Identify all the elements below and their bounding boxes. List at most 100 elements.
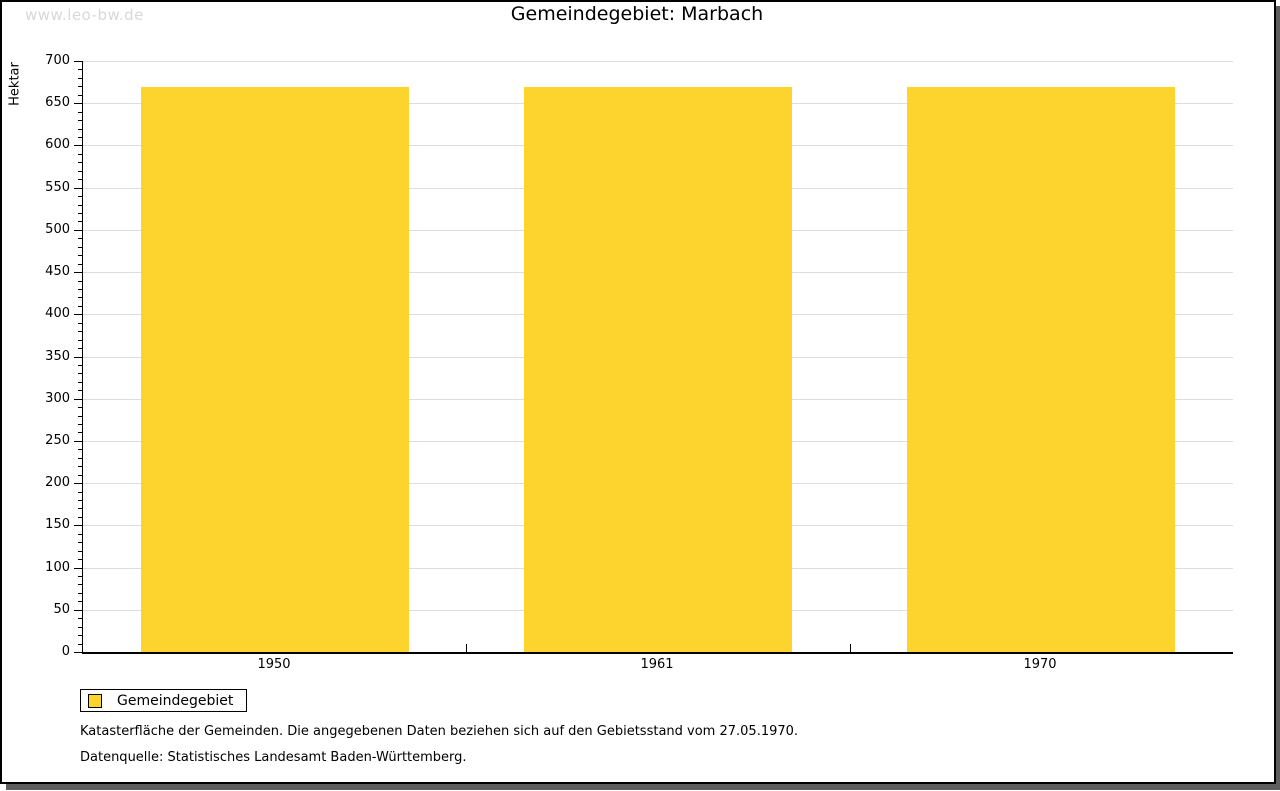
y-minor-tick (78, 129, 82, 130)
x-tick-label: 1961 (640, 657, 674, 672)
y-tick-label: 600 (45, 137, 70, 152)
y-major-tick (74, 230, 82, 231)
y-minor-tick (78, 432, 82, 433)
y-major-tick (74, 610, 82, 611)
y-minor-tick (78, 517, 82, 518)
y-major-tick (74, 441, 82, 442)
y-minor-tick (78, 390, 82, 391)
watermark: www.leo-bw.de (25, 6, 144, 24)
y-minor-tick (78, 205, 82, 206)
y-major-tick (74, 652, 82, 653)
y-major-tick (74, 145, 82, 146)
bar-1970 (907, 87, 1175, 652)
y-major-tick (74, 272, 82, 273)
y-minor-tick (78, 644, 82, 645)
y-tick-label: 200 (45, 475, 70, 490)
y-minor-tick (78, 475, 82, 476)
y-minor-tick (78, 255, 82, 256)
y-tick-label: 50 (53, 602, 70, 617)
x-boundary-tick (466, 644, 467, 652)
y-minor-tick (78, 78, 82, 79)
y-minor-tick (78, 196, 82, 197)
y-minor-tick (78, 365, 82, 366)
y-major-tick (74, 314, 82, 315)
y-minor-tick (78, 627, 82, 628)
y-major-tick (74, 61, 82, 62)
y-tick-label: 100 (45, 560, 70, 575)
y-minor-tick (78, 264, 82, 265)
y-minor-tick (78, 221, 82, 222)
y-minor-tick (78, 247, 82, 248)
y-minor-tick (78, 69, 82, 70)
y-minor-tick (78, 213, 82, 214)
y-minor-tick (78, 407, 82, 408)
y-minor-tick (78, 179, 82, 180)
y-minor-tick (78, 593, 82, 594)
y-tick-label: 550 (45, 180, 70, 195)
y-minor-tick (78, 416, 82, 417)
y-tick-label: 700 (45, 53, 70, 68)
y-minor-tick (78, 492, 82, 493)
chart-title: Gemeindegebiet: Marbach (510, 3, 764, 25)
y-tick-label: 650 (45, 95, 70, 110)
legend: Gemeindegebiet (80, 689, 248, 712)
y-minor-tick (78, 323, 82, 324)
footnote-text: Katasterfläche der Gemeinden. Die angege… (80, 724, 799, 739)
y-minor-tick (78, 424, 82, 425)
x-tick-label: 1970 (1023, 657, 1057, 672)
data-source-text: Datenquelle: Statistisches Landesamt Bad… (80, 750, 467, 765)
y-tick-label: 500 (45, 222, 70, 237)
y-minor-tick (78, 466, 82, 467)
y-minor-tick (78, 306, 82, 307)
y-minor-tick (78, 340, 82, 341)
y-minor-tick (78, 458, 82, 459)
y-minor-tick (78, 551, 82, 552)
y-tick-label: 300 (45, 391, 70, 406)
bar-1961 (524, 87, 792, 652)
y-minor-tick (78, 86, 82, 87)
y-minor-tick (78, 449, 82, 450)
y-minor-tick (78, 618, 82, 619)
y-minor-tick (78, 171, 82, 172)
y-minor-tick (78, 348, 82, 349)
y-tick-label: 450 (45, 264, 70, 279)
plot-area (82, 61, 1233, 654)
legend-swatch-icon (88, 693, 102, 708)
legend-label: Gemeindegebiet (117, 692, 234, 709)
y-minor-tick (78, 297, 82, 298)
y-minor-tick (78, 373, 82, 374)
y-minor-tick (78, 281, 82, 282)
y-major-tick (74, 483, 82, 484)
y-minor-tick (78, 576, 82, 577)
y-minor-tick (78, 154, 82, 155)
y-minor-tick (78, 162, 82, 163)
y-tick-label: 400 (45, 306, 70, 321)
y-minor-tick (78, 500, 82, 501)
y-major-tick (74, 568, 82, 569)
y-minor-tick (78, 238, 82, 239)
y-major-tick (74, 188, 82, 189)
y-minor-tick (78, 635, 82, 636)
y-minor-tick (78, 542, 82, 543)
y-major-tick (74, 103, 82, 104)
y-minor-tick (78, 120, 82, 121)
y-tick-label: 350 (45, 349, 70, 364)
y-minor-tick (78, 112, 82, 113)
y-minor-tick (78, 289, 82, 290)
bar-1950 (141, 87, 409, 652)
gridline (83, 61, 1233, 62)
y-major-tick (74, 525, 82, 526)
x-boundary-tick (850, 644, 851, 652)
y-minor-tick (78, 508, 82, 509)
y-minor-tick (78, 584, 82, 585)
y-tick-label: 150 (45, 517, 70, 532)
y-major-tick (74, 399, 82, 400)
y-minor-tick (78, 559, 82, 560)
y-major-tick (74, 357, 82, 358)
y-minor-tick (78, 137, 82, 138)
y-minor-tick (78, 534, 82, 535)
x-tick-label: 1950 (257, 657, 291, 672)
y-minor-tick (78, 382, 82, 383)
y-minor-tick (78, 95, 82, 96)
y-tick-label: 250 (45, 433, 70, 448)
